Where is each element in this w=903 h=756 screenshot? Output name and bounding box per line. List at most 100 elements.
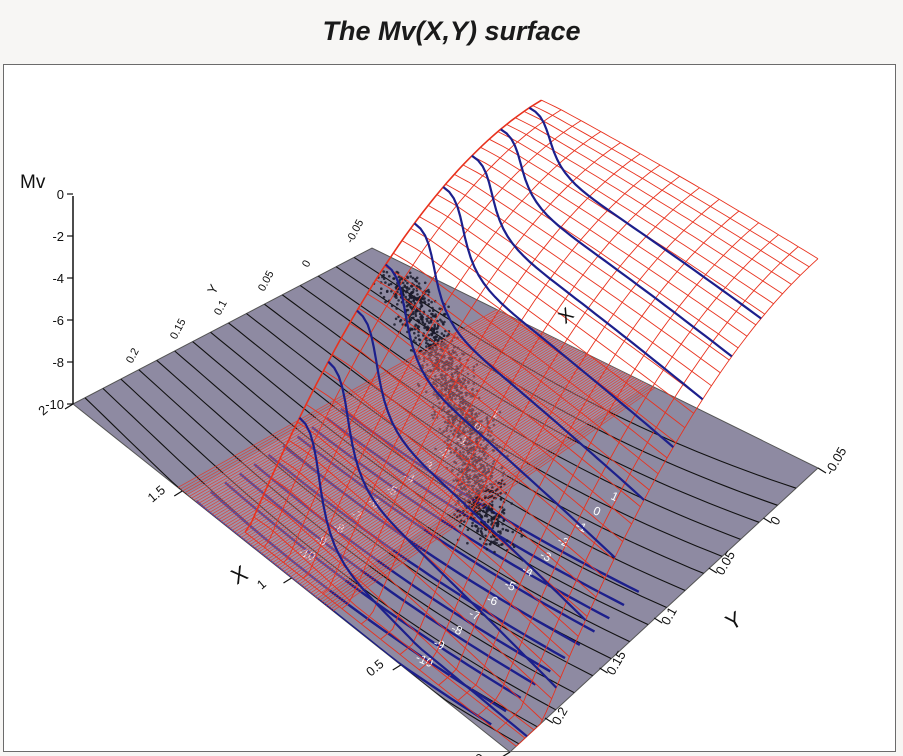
data-point (511, 543, 515, 546)
projection-hatch-line (202, 321, 523, 508)
data-point (399, 318, 403, 322)
floor-blue-contour (267, 453, 566, 660)
data-point (489, 540, 493, 543)
data-point (406, 308, 410, 312)
z-tick-label: -10 (45, 397, 64, 412)
data-point (490, 535, 493, 539)
projection-hatch-line (182, 311, 502, 492)
data-point (387, 283, 391, 287)
data-point (425, 345, 428, 348)
projection-hatch-line (233, 337, 555, 533)
data-point (412, 295, 416, 299)
surface-contour-line (356, 309, 587, 621)
data-point (388, 275, 391, 278)
surface-mesh-line (515, 117, 792, 285)
surface-mesh-line (399, 187, 700, 655)
data-point (427, 290, 431, 294)
back-y-tick-label: 0.1 (212, 298, 230, 317)
data-point (408, 317, 412, 321)
data-point (498, 505, 502, 509)
surface-mesh-line (480, 146, 757, 326)
data-point (499, 497, 503, 501)
projection-hatch-line (177, 309, 498, 488)
back-y-axis-ticks: -0.05 0 0.05 0.1 0.15 0.2 (124, 218, 366, 366)
data-point (479, 514, 482, 517)
data-point (458, 524, 462, 528)
projection-hatch-line (197, 319, 518, 504)
data-point (385, 290, 389, 294)
surface-mesh-line (532, 105, 810, 268)
surface-contour-line (528, 106, 762, 320)
projection-hatch-line (260, 351, 582, 555)
data-point (484, 513, 488, 516)
data-point (434, 338, 437, 342)
data-point (433, 327, 436, 331)
z-tick-label: -6 (52, 313, 64, 328)
surface-mesh-line (457, 222, 759, 701)
data-point (408, 271, 412, 275)
surface-mesh-line (419, 198, 720, 671)
data-point (411, 312, 415, 316)
y-tick-mark (817, 467, 827, 474)
data-point (381, 275, 384, 279)
floor-contour-line (335, 266, 778, 506)
projection-hatch-line (325, 383, 649, 606)
data-point (414, 323, 418, 327)
data-point (384, 281, 387, 284)
surface-mesh-line (283, 120, 582, 563)
data-point (487, 518, 490, 522)
x-tick-mark (392, 664, 402, 671)
data-point (471, 521, 474, 525)
data-point (447, 333, 451, 336)
data-point (397, 275, 401, 279)
data-point (382, 270, 386, 273)
data-point (396, 303, 399, 306)
data-point (415, 289, 419, 292)
x-axis-label: X (227, 560, 252, 589)
data-point (425, 317, 429, 321)
data-point (393, 323, 396, 326)
projection-hatch-line (254, 347, 576, 549)
data-point (423, 323, 426, 327)
projection-hatch-line (303, 372, 626, 589)
data-point (490, 508, 494, 511)
x-tick-label: 0 (472, 750, 487, 756)
projection-hatch-line (296, 369, 619, 583)
data-point (405, 290, 408, 294)
projection-hatch-line (193, 317, 514, 501)
projection-hatch-line (231, 336, 553, 531)
data-point (476, 529, 479, 532)
y-tick-label: -0.05 (822, 444, 850, 477)
data-point (502, 508, 506, 512)
data-point (421, 320, 424, 324)
surface-mesh (244, 99, 819, 747)
data-point (393, 295, 397, 298)
data-point (477, 527, 480, 530)
data-point (392, 277, 395, 280)
data-point (497, 530, 500, 533)
data-point (433, 325, 437, 329)
data-point (414, 336, 417, 340)
projection-hatch-line (200, 320, 521, 506)
data-point (384, 300, 387, 304)
data-point (520, 534, 523, 538)
data-point (415, 276, 419, 280)
surface-mesh-line (380, 175, 680, 640)
data-point (423, 300, 426, 303)
projection-hatch-line (256, 348, 578, 551)
surface-contour-line (298, 416, 528, 738)
y-tick-mark (763, 517, 772, 524)
data-point (421, 316, 425, 319)
data-point (409, 349, 413, 352)
data-point (417, 282, 421, 285)
data-point (496, 520, 500, 524)
floor-contour-line (192, 341, 630, 643)
z-axis-label: Mv (20, 172, 46, 193)
data-point (428, 309, 431, 313)
data-point (502, 518, 506, 522)
data-point (426, 328, 430, 332)
projection-hatch-line (184, 312, 504, 494)
projection-hatch-line (265, 353, 587, 558)
data-point (416, 318, 419, 322)
floor-blue-contour (238, 472, 537, 686)
